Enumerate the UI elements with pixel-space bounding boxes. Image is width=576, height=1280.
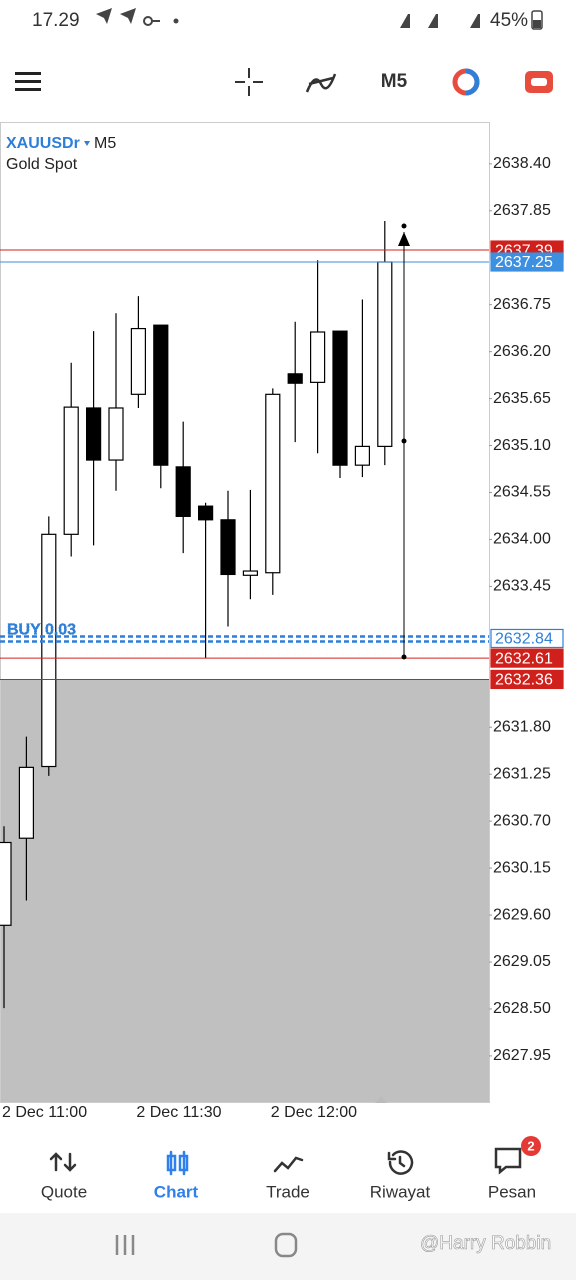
system-buttons [115, 1232, 298, 1258]
candle-body [175, 466, 191, 517]
nav-badge-count: 2 [527, 1138, 534, 1153]
nav-badge [521, 1136, 541, 1156]
y-tick-label: 2634.55 [493, 484, 551, 501]
nav-icon [273, 1156, 304, 1173]
y-tick-label: 2631.80 [493, 718, 551, 735]
y-tick-label: 2630.70 [493, 812, 551, 829]
symbol: XAUUSDr [6, 135, 80, 152]
trend-object [398, 223, 410, 660]
y-tick-label: 2627.95 [493, 1047, 551, 1064]
timeframe-button[interactable]: M5 [381, 71, 408, 92]
y-tick-label: 2634.00 [493, 531, 551, 548]
system-nav [0, 1213, 576, 1280]
y-tick-label: 2628.50 [493, 1000, 551, 1017]
toolbar: M5 [15, 68, 553, 96]
objects-button[interactable] [452, 68, 480, 96]
status-time: 17.29 [32, 10, 80, 31]
position-tag: BUY 0.03 [7, 622, 76, 639]
level-label: 2632.61 [495, 650, 553, 667]
x-tick-label: 2 Dec 11:00 [2, 1104, 87, 1121]
nav-item[interactable]: Chart [154, 1150, 199, 1201]
nav-item[interactable]: Trade [266, 1156, 310, 1201]
status-battery: 45% [490, 10, 528, 31]
candle-body [220, 519, 236, 576]
nav-icon [166, 1150, 189, 1176]
x-tick-label: 2 Dec 11:30 [136, 1104, 221, 1121]
level-label: 2632.84 [495, 631, 553, 648]
nav-item[interactable]: Riwayat [370, 1150, 431, 1202]
scroll-marker [375, 1096, 387, 1103]
nav-label: Chart [154, 1182, 199, 1201]
candle-body [41, 533, 57, 768]
candle-body [0, 841, 12, 926]
nav-items: Quote Chart Trade Riwayat Pesan 2 [41, 1136, 541, 1201]
y-tick-label: 2630.15 [493, 859, 551, 876]
y-tick-label: 2635.65 [493, 390, 551, 407]
y-tick-label: 2636.75 [493, 296, 551, 313]
candle-body [332, 330, 348, 466]
level-label: 2637.25 [495, 254, 553, 271]
candle-body [310, 331, 326, 383]
y-tick-label: 2635.10 [493, 437, 551, 454]
symbol-description: Gold Spot [6, 156, 78, 173]
shaded-zone [1, 679, 489, 1102]
watermark: @Harry Robbin [420, 1233, 551, 1254]
level-label: 2632.36 [495, 672, 553, 689]
nav-label: Riwayat [370, 1182, 431, 1201]
y-tick-label: 2629.05 [493, 953, 551, 970]
candle-body [18, 766, 34, 839]
nav-item[interactable]: Quote [41, 1152, 87, 1201]
nav-item[interactable]: Pesan [488, 1147, 536, 1201]
candle-body [63, 406, 79, 535]
y-tick-label: 2629.60 [493, 906, 551, 923]
candle-body [130, 327, 146, 395]
y-tick-label: 2637.85 [493, 202, 551, 219]
x-tick-label: 2 Dec 12:00 [271, 1104, 357, 1121]
crosshair-button[interactable] [235, 68, 263, 96]
y-tick-label: 2631.25 [493, 765, 551, 782]
level-label-box [490, 648, 564, 668]
candle-body [354, 445, 370, 466]
candle-body [377, 261, 393, 447]
y-tick-label: 2638.40 [493, 155, 551, 172]
y-tick-label: 2636.20 [493, 343, 551, 360]
chart: BUY 0.03 [0, 221, 489, 1102]
candle-body [265, 393, 281, 574]
level-label-box [490, 628, 564, 649]
y-tick-label: 2633.45 [493, 578, 551, 595]
menu-button[interactable] [15, 72, 41, 91]
nav-label: Pesan [488, 1182, 536, 1201]
candle-body [153, 324, 169, 466]
nav-icon [49, 1152, 77, 1172]
candle-body [108, 407, 124, 461]
symbol-dropdown[interactable] [84, 141, 90, 146]
trade-button[interactable] [525, 71, 553, 93]
nav-icon [494, 1147, 522, 1175]
candle-body [242, 570, 258, 576]
level-label-box [490, 669, 564, 690]
nav-icon [387, 1150, 414, 1175]
nav-label: Trade [266, 1182, 310, 1201]
indicators-button[interactable] [305, 73, 337, 93]
candle-body [85, 407, 102, 461]
status-icons [96, 8, 543, 30]
chart-timeframe: M5 [94, 135, 116, 152]
candle-body [198, 505, 214, 521]
candle-body [287, 373, 303, 384]
level-label-box [490, 252, 564, 272]
nav-label: Quote [41, 1182, 87, 1201]
